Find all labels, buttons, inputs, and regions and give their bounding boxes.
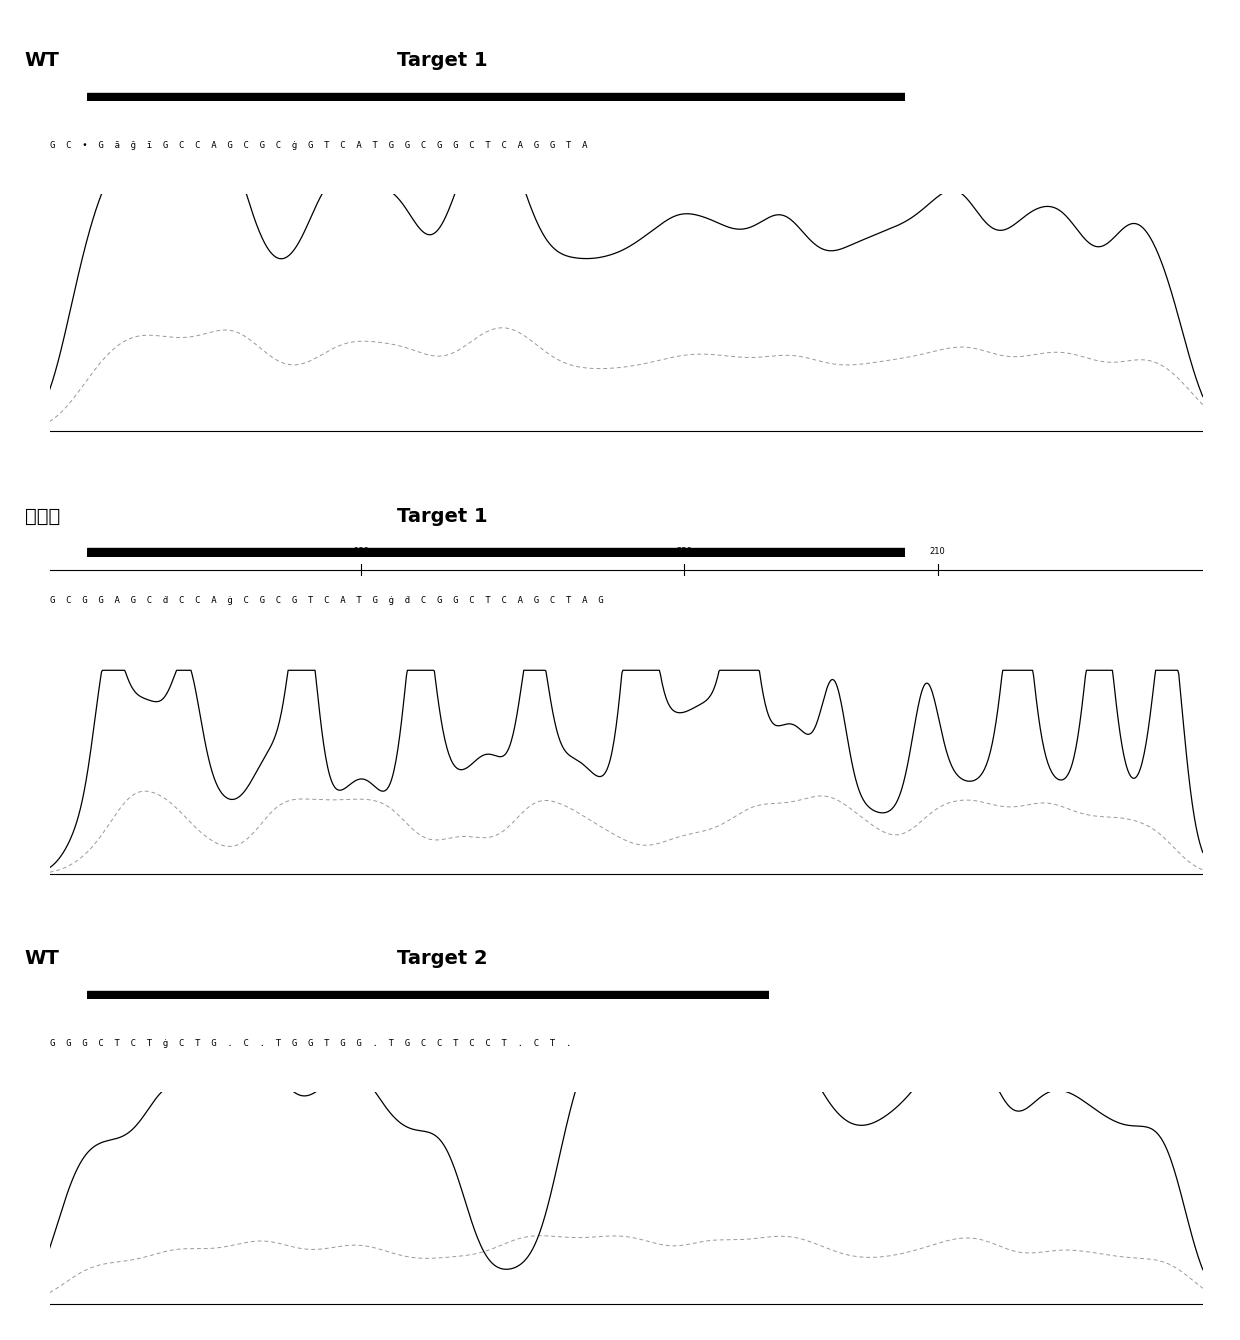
Bar: [87, 92, 905, 100]
Text: G  C  G  G  A  G  C  ḋ  C  C  A  ġ  C  G  C  G  T  C  A  T  G  ġ  ḋ  C  G  G  C : G C G G A G C ḋ C C A ġ C G C G T C A T …: [50, 596, 603, 606]
Text: G  C  •  G  ā  ğ  ī  G  C  C  A  G  C  G  C  ġ  G  T  C  A  T  G  G  C  G  G  C : G C • G ā ğ ī G C C A G C G C ġ G T C A …: [50, 141, 587, 150]
Bar: [87, 990, 769, 998]
Text: Target 1: Target 1: [397, 507, 487, 525]
Text: WT: WT: [25, 949, 60, 967]
Text: Target 2: Target 2: [397, 949, 487, 967]
Text: G  G  G  C  T  C  T  ġ  C  T  G  .  C  .  T  G  G  T  G  G  .  T  G  C  C  T  C : G G G C T C T ġ C T G . C . T G G T G G …: [50, 1038, 570, 1048]
Text: 210: 210: [930, 547, 945, 556]
Text: 230: 230: [676, 547, 692, 556]
Bar: [87, 548, 905, 556]
Text: WT: WT: [25, 51, 60, 70]
Text: 180: 180: [353, 547, 370, 556]
Text: 突变体: 突变体: [25, 507, 60, 525]
Text: Target 1: Target 1: [397, 51, 487, 70]
